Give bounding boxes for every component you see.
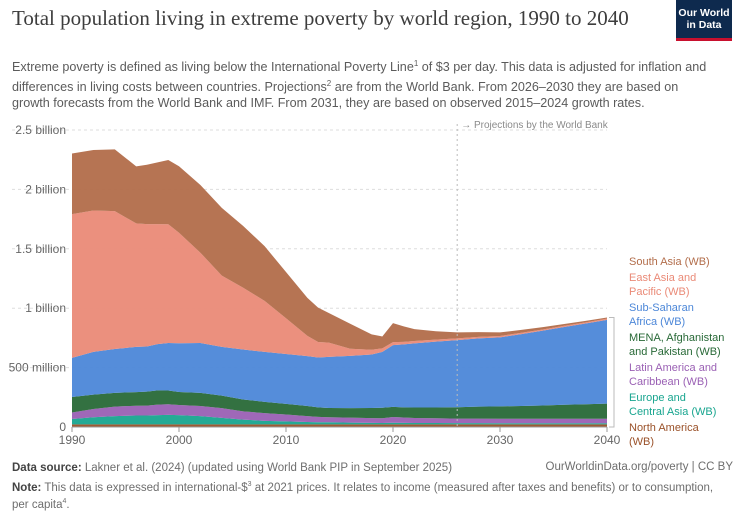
area-europe-and-central-asia-wb[interactable] bbox=[72, 414, 607, 425]
legend-europe-and-central-asia-wb[interactable]: Europe and Central Asia (WB) bbox=[629, 392, 716, 418]
legend-south-asia-wb[interactable]: South Asia (WB) bbox=[629, 256, 710, 268]
y-tick-label: 1.5 billion bbox=[15, 242, 66, 256]
x-tick-label: 2000 bbox=[166, 433, 193, 447]
note-text: . bbox=[66, 498, 70, 511]
legend-east-asia-and-pacific-wb[interactable]: East Asia and Pacific (WB) bbox=[629, 272, 696, 298]
y-tick-label: 2 billion bbox=[25, 182, 66, 196]
y-tick-label: 1 billion bbox=[25, 301, 66, 315]
chart-title: Total population living in extreme pover… bbox=[12, 6, 629, 30]
note-text: This data is expressed in international-… bbox=[41, 481, 248, 494]
chart-subtitle: Extreme poverty is defined as living bel… bbox=[12, 56, 712, 112]
legend-bracket bbox=[609, 316, 615, 428]
note-label: Note: bbox=[12, 481, 42, 494]
area-east-asia-and-pacific-wb[interactable] bbox=[72, 210, 607, 358]
x-tick-label: 2010 bbox=[273, 433, 300, 447]
logo-line: in Data bbox=[686, 19, 722, 31]
legend-north-america-wb[interactable]: North America (WB) bbox=[629, 422, 700, 448]
footnote-ref[interactable]: 4 bbox=[62, 497, 67, 505]
chart-note: Note: This data is expressed in internat… bbox=[12, 478, 727, 512]
x-tick-label: 1990 bbox=[59, 433, 86, 447]
projection-label: → Projections by the World Bank bbox=[461, 120, 609, 131]
y-tick-label: 0 bbox=[59, 420, 66, 434]
legend-sub-saharan-africa-wb[interactable]: Sub-Saharan Africa (WB) bbox=[629, 302, 694, 328]
x-tick-label: 2040 bbox=[594, 433, 621, 447]
footnote-ref[interactable]: 2 bbox=[326, 78, 332, 88]
subtitle-text: are from the World Bank. From 2026–2030 … bbox=[12, 79, 679, 111]
logo-line: Our World bbox=[678, 7, 730, 19]
area-sub-saharan-africa-wb[interactable] bbox=[72, 319, 607, 409]
subtitle-text: of $3 per day. This data is adjusted for… bbox=[12, 60, 707, 94]
area-latin-america-and-caribbean-wb[interactable] bbox=[72, 404, 607, 424]
note-text: at 2021 prices. It relates to income (me… bbox=[12, 481, 714, 511]
footnote-ref[interactable]: 1 bbox=[413, 59, 419, 68]
subtitle-text: Extreme poverty is defined as living bel… bbox=[12, 60, 414, 75]
y-tick-label: 500 million bbox=[9, 361, 66, 375]
legend-mena-afghanistan-and-pakistan-wb[interactable]: MENA, Afghanistan and Pakistan (WB) bbox=[629, 332, 724, 358]
data-source: Data source: Lakner et al. (2024) (updat… bbox=[12, 461, 452, 475]
footnote-ref[interactable]: 3 bbox=[247, 481, 252, 488]
url-license[interactable]: OurWorldinData.org/poverty | CC BY bbox=[545, 461, 733, 473]
x-tick-label: 2030 bbox=[487, 433, 514, 447]
area-south-asia-wb[interactable] bbox=[72, 149, 607, 350]
stacked-area-chart[interactable]: 0 500 million 1 billion 1.5 billion 2 billio… bbox=[0, 110, 745, 450]
area-north-america-wb[interactable] bbox=[72, 424, 607, 427]
area-mena-afghanistan-and-pakistan-wb[interactable] bbox=[72, 390, 607, 419]
owid-logo[interactable]: Our World in Data bbox=[676, 0, 732, 41]
source-label: Data source: bbox=[12, 462, 82, 474]
y-tick-label: 2.5 billion bbox=[15, 123, 66, 137]
x-tick-label: 2020 bbox=[380, 433, 407, 447]
legend-latin-america-and-caribbean-wb[interactable]: Latin America and Caribbean (WB) bbox=[629, 362, 717, 388]
source-text[interactable]: Lakner et al. (2024) (updated using Worl… bbox=[81, 462, 453, 474]
